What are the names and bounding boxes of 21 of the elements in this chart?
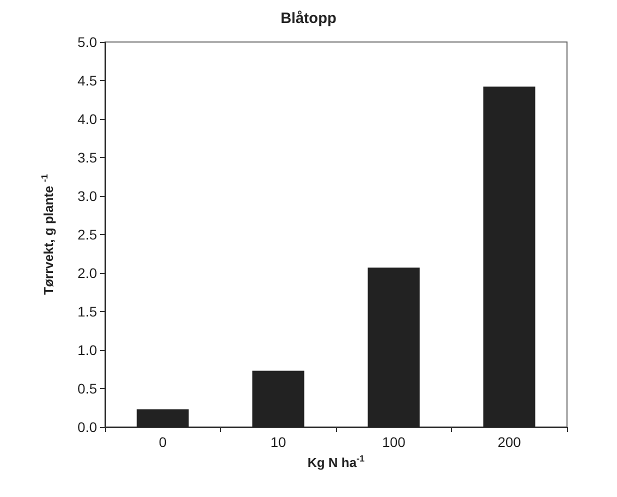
x-tick-label: 200 bbox=[498, 434, 522, 450]
y-tick-label: 4.5 bbox=[78, 72, 98, 88]
y-tick-label: 3.0 bbox=[78, 188, 98, 204]
y-axis-title: Tørrvekt, g plante -1 bbox=[40, 174, 56, 295]
y-tick-label: 5.0 bbox=[78, 34, 98, 50]
bar bbox=[136, 409, 189, 427]
y-tick-label: 4.0 bbox=[78, 111, 98, 127]
y-tick-label: 2.5 bbox=[78, 226, 98, 242]
bar bbox=[483, 86, 536, 427]
y-tick-label: 0.0 bbox=[78, 419, 98, 435]
x-tick-label: 10 bbox=[270, 434, 286, 450]
y-tick-label: 1.0 bbox=[78, 342, 98, 358]
y-tick-label: 0.5 bbox=[78, 380, 98, 396]
y-tick-label: 2.0 bbox=[78, 265, 98, 281]
y-tick-label: 1.5 bbox=[78, 304, 98, 320]
chart-title: Blåtopp bbox=[280, 10, 336, 27]
bar bbox=[252, 370, 304, 427]
x-tick-label: 100 bbox=[382, 434, 406, 450]
x-tick-label: 0 bbox=[158, 434, 167, 450]
bar bbox=[368, 268, 420, 427]
y-tick-label: 3.5 bbox=[78, 150, 98, 166]
